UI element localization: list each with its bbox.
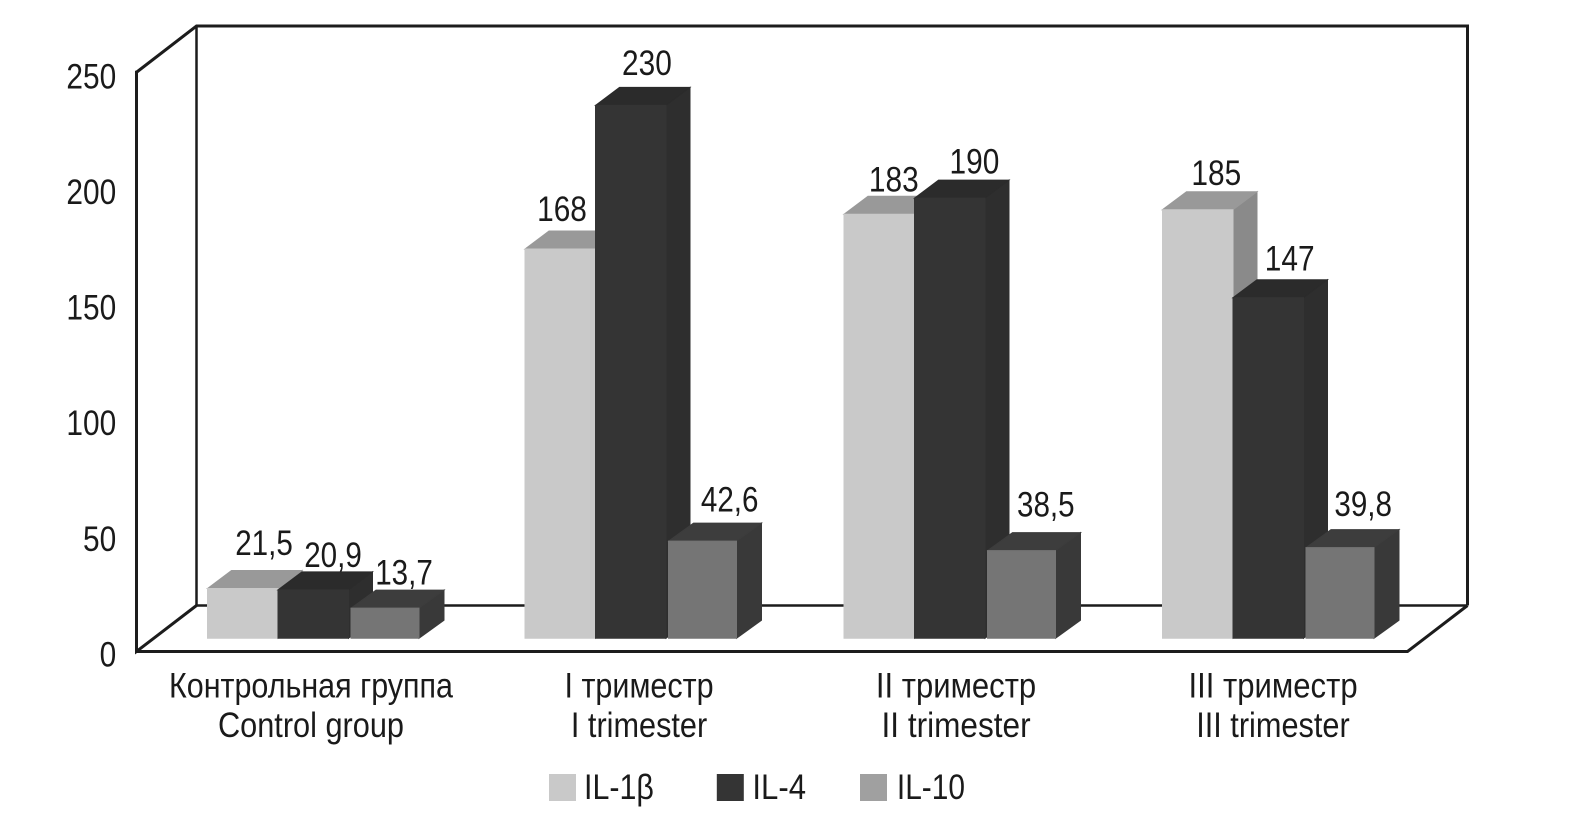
svg-text:Control group: Control group <box>218 706 404 745</box>
svg-text:190: 190 <box>950 142 1000 181</box>
svg-text:0: 0 <box>100 635 117 674</box>
svg-text:I trimester: I trimester <box>571 706 708 745</box>
svg-text:150: 150 <box>66 289 116 328</box>
svg-text:III trimester: III trimester <box>1196 706 1350 745</box>
svg-text:100: 100 <box>66 404 116 443</box>
svg-text:IL-10: IL-10 <box>897 768 965 807</box>
svg-text:IL-1β: IL-1β <box>584 768 654 807</box>
svg-text:39,8: 39,8 <box>1334 485 1392 524</box>
svg-text:147: 147 <box>1265 239 1315 278</box>
svg-text:42,6: 42,6 <box>701 480 759 519</box>
svg-text:II триместр: II триместр <box>876 667 1036 706</box>
svg-text:III триместр: III триместр <box>1189 667 1358 706</box>
svg-text:21,5: 21,5 <box>235 524 293 563</box>
svg-text:Контрольная группа: Контрольная группа <box>169 667 453 706</box>
svg-text:38,5: 38,5 <box>1017 485 1075 524</box>
svg-text:13,7: 13,7 <box>375 553 433 592</box>
svg-text:20,9: 20,9 <box>304 536 362 575</box>
svg-text:185: 185 <box>1191 154 1241 193</box>
svg-text:183: 183 <box>869 160 919 199</box>
svg-text:168: 168 <box>537 190 587 229</box>
svg-text:50: 50 <box>83 520 116 559</box>
svg-text:200: 200 <box>66 173 116 212</box>
svg-text:I триместр: I триместр <box>565 667 714 706</box>
svg-text:II trimester: II trimester <box>882 706 1031 745</box>
svg-text:250: 250 <box>66 58 116 97</box>
svg-text:IL-4: IL-4 <box>752 768 806 807</box>
svg-text:230: 230 <box>622 44 672 83</box>
